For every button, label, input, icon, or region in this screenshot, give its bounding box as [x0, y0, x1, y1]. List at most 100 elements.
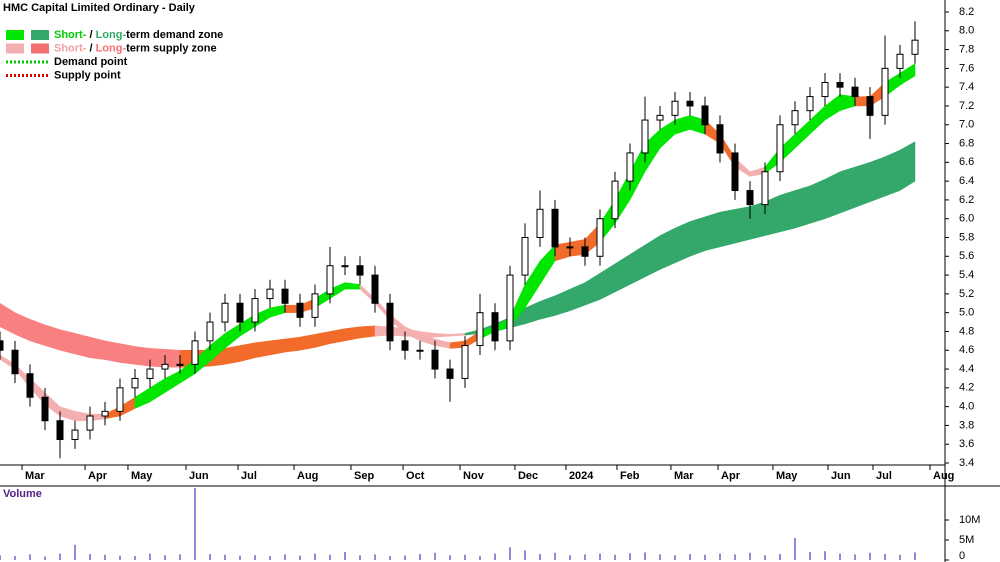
candle-body [371, 274, 379, 304]
candle-body [326, 265, 334, 295]
chart-title: HMC Capital Limited Ordinary - Daily [3, 2, 196, 14]
candle-body [41, 396, 49, 422]
candle-body [476, 312, 484, 347]
y-tick-label: 6.2 [959, 194, 974, 206]
legend-label: Short- / Long-term supply zone [54, 42, 217, 54]
y-tick-label: 7.0 [959, 119, 974, 131]
x-tick-label: 2024 [569, 470, 594, 482]
y-tick-label: 6.6 [959, 156, 974, 168]
x-tick-label: May [776, 470, 798, 482]
y-tick-label: 6.8 [959, 137, 974, 149]
candle-body [731, 152, 739, 192]
candle-body [686, 100, 694, 107]
y-tick-label: 0 [959, 550, 965, 562]
x-tick-label: Apr [721, 470, 741, 482]
legend-label: Demand point [54, 56, 128, 68]
candle-body [26, 373, 34, 398]
y-tick-label: 8.2 [959, 6, 974, 18]
x-tick-label: Aug [933, 470, 954, 482]
candle-body [611, 180, 619, 220]
candle-body [701, 105, 709, 126]
candle-body [86, 415, 94, 431]
candle-body [656, 114, 664, 121]
candle-body [536, 208, 544, 238]
volume-title: Volume [3, 488, 42, 500]
candle-body [416, 349, 424, 352]
candle-body [71, 429, 79, 441]
x-tick-label: Jul [876, 470, 892, 482]
legend-swatch [6, 30, 24, 40]
legend-text-part: Long- [96, 42, 127, 54]
candle-body [776, 124, 784, 173]
candle-body [911, 39, 919, 55]
x-tick-label: Apr [88, 470, 108, 482]
candle-body [311, 293, 319, 318]
candle-body [566, 246, 574, 249]
candle-body [116, 387, 124, 412]
candle-body [11, 349, 19, 375]
x-tick-label: Mar [674, 470, 694, 482]
candle-body [341, 265, 349, 268]
legend-text-part: Demand point [54, 56, 128, 68]
y-tick-label: 7.4 [959, 81, 974, 93]
y-tick-label: 4.4 [959, 363, 974, 375]
legend-text-part: Short- [54, 29, 87, 41]
y-tick-label: 5.0 [959, 307, 974, 319]
y-tick-label: 5.4 [959, 269, 974, 281]
legend-text-part: Long- [96, 29, 127, 41]
candle-body [266, 288, 274, 300]
candle-body [821, 81, 829, 98]
candle-body [431, 349, 439, 370]
candle-body [806, 96, 814, 112]
legend-swatch [31, 43, 49, 54]
y-tick-label: 4.0 [959, 401, 974, 413]
zone-band [464, 141, 916, 336]
candle-body [791, 110, 799, 126]
candle-body [836, 81, 844, 88]
legend-label: Supply point [54, 69, 121, 81]
candle-body [491, 312, 499, 342]
candle-body [191, 340, 199, 365]
x-tick-label: Dec [518, 470, 538, 482]
candle-body [866, 96, 874, 116]
candle-body [581, 246, 589, 257]
candle-body [671, 100, 679, 116]
candle-body [206, 321, 214, 342]
candle-body [551, 208, 559, 248]
y-tick-label: 7.8 [959, 43, 974, 55]
y-tick-label: 5.6 [959, 250, 974, 262]
candle-body [161, 363, 169, 370]
legend-text-part: / [86, 29, 95, 41]
candle-body [0, 340, 4, 351]
y-tick-label: 7.6 [959, 62, 974, 74]
candle-body [221, 302, 229, 323]
x-tick-label: Feb [620, 470, 640, 482]
candle-body [131, 377, 139, 389]
y-tick-label: 3.4 [959, 457, 974, 469]
x-tick-label: Mar [25, 470, 45, 482]
candle-body [521, 237, 529, 276]
candle-body [596, 218, 604, 257]
y-tick-label: 4.2 [959, 382, 974, 394]
x-tick-label: Aug [297, 470, 318, 482]
y-tick-label: 8.0 [959, 25, 974, 37]
candle-body [296, 302, 304, 318]
legend-text-part: term supply zone [126, 42, 216, 54]
legend-text-part: term demand zone [126, 29, 223, 41]
y-tick-label: 7.2 [959, 100, 974, 112]
legend-swatch [31, 30, 49, 40]
candle-body [746, 190, 754, 206]
x-tick-label: Oct [406, 470, 425, 482]
y-tick-label: 5.8 [959, 231, 974, 243]
y-tick-label: 4.6 [959, 344, 974, 356]
legend-text-part: Supply point [54, 69, 121, 81]
candle-body [176, 363, 184, 366]
candle-body [386, 302, 394, 342]
candle-body [851, 86, 859, 98]
candle-body [356, 265, 364, 276]
candle-body [251, 298, 259, 323]
legend-text-part: Short- [54, 42, 87, 54]
x-tick-label: May [131, 470, 153, 482]
